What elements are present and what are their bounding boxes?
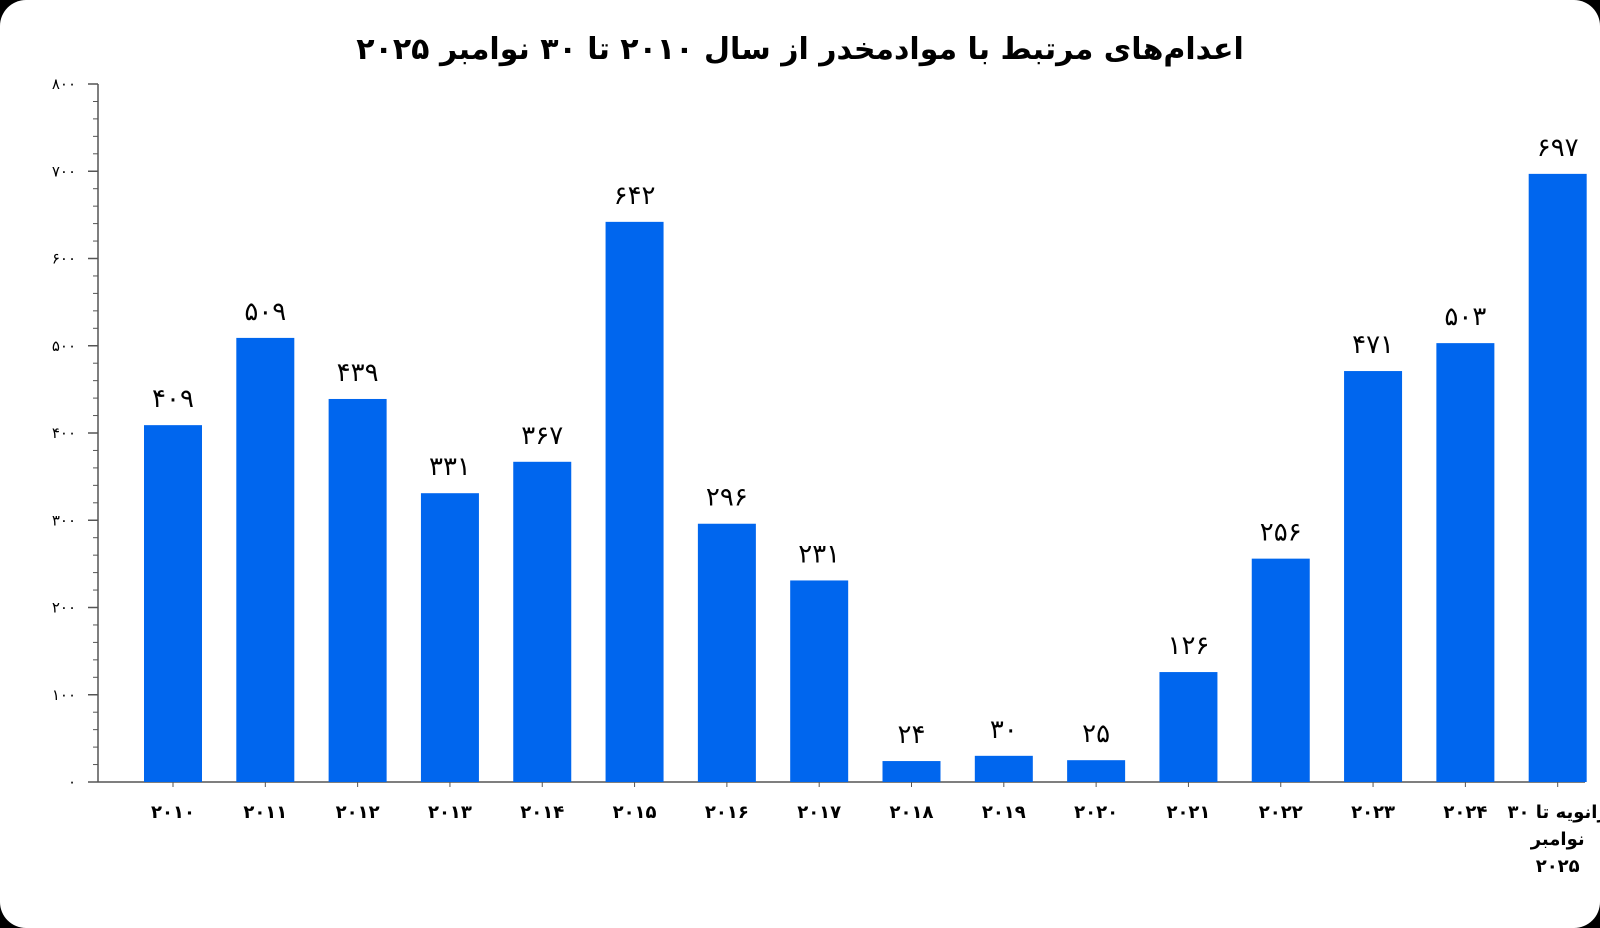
bar xyxy=(1159,672,1218,782)
x-tick-label: ۲۰۱۲ xyxy=(336,802,380,823)
bar xyxy=(1344,371,1403,782)
bar-value-label: ۵۰۹ xyxy=(244,297,286,327)
y-tick-label: ۲۰۰ xyxy=(52,599,76,617)
bar-value-label: ۱۲۶ xyxy=(1167,631,1209,661)
x-tick-label: ۲۰۱۶ xyxy=(705,802,749,823)
y-tick-label: ۸۰۰ xyxy=(52,75,76,93)
bar xyxy=(1067,760,1126,782)
bar-value-label: ۶۴۲ xyxy=(614,181,656,211)
y-tick-label: ۶۰۰ xyxy=(52,250,76,268)
bar xyxy=(974,755,1033,782)
bar-value-label: ۳۰ xyxy=(990,715,1018,745)
bar xyxy=(790,580,849,782)
bar xyxy=(328,398,387,782)
x-tick-label: ۲۰۱۰ xyxy=(151,802,195,823)
y-tick-label: ۱۰۰ xyxy=(52,686,76,704)
bar xyxy=(236,337,295,782)
bar-value-label: ۴۳۹ xyxy=(337,358,379,388)
bar-value-label: ۲۳۱ xyxy=(798,539,840,569)
y-tick-label: ۰ xyxy=(68,773,76,791)
y-tick-label: ۴۰۰ xyxy=(52,424,76,442)
y-tick-label: ۷۰۰ xyxy=(52,162,76,180)
x-tick-label: ۲۰۱۸ xyxy=(890,802,934,823)
bar xyxy=(144,425,202,782)
y-tick-label: ۵۰۰ xyxy=(52,337,76,355)
bar xyxy=(697,523,756,782)
x-tick-label: ۲۰۱۳ xyxy=(428,802,472,823)
x-tick-label: نوامبر xyxy=(1530,829,1585,850)
bar xyxy=(513,461,572,782)
bar-value-label: ۴۰۹ xyxy=(152,384,194,414)
bar xyxy=(1528,173,1587,782)
x-tick-label: ۲۰۱۷ xyxy=(797,802,841,823)
bar xyxy=(420,493,479,782)
x-tick-label: ۲۰۲۵ xyxy=(1536,856,1580,877)
chart-title: اعدام‌های مرتبط با موادمخدر از سال ۲۰۱۰ … xyxy=(356,32,1244,67)
bar-value-label: ۳۳۱ xyxy=(429,452,471,482)
x-tick-label: ۲۰۱۱ xyxy=(243,802,287,823)
bar xyxy=(1436,343,1495,782)
bar xyxy=(1251,558,1310,782)
x-tick-label: ۲۰۲۲ xyxy=(1259,802,1303,823)
bar-value-label: ۲۴ xyxy=(898,720,926,750)
x-tick-label: ۲۰۲۱ xyxy=(1166,802,1210,823)
bar-value-label: ۶۹۷ xyxy=(1537,133,1579,163)
bar-value-label: ۲۹۶ xyxy=(706,483,748,513)
x-tick-label: ۲۰۲۴ xyxy=(1443,802,1487,823)
bar-value-label: ۳۶۷ xyxy=(521,421,563,451)
bar-value-label: ۵۰۳ xyxy=(1444,302,1486,332)
x-tick-label: ۲۰۱۵ xyxy=(613,802,657,823)
bar xyxy=(605,221,664,783)
x-tick-label: ژانویه تا ۳۰ xyxy=(1508,802,1600,823)
bar-value-label: ۲۵۶ xyxy=(1260,518,1302,548)
bar-value-label: ۲۵ xyxy=(1082,719,1110,749)
x-tick-label: ۲۰۲۳ xyxy=(1351,802,1395,823)
y-tick-label: ۳۰۰ xyxy=(52,511,76,529)
x-tick-label: ۲۰۱۴ xyxy=(520,802,564,823)
x-tick-label: ۲۰۱۹ xyxy=(982,802,1026,823)
bar xyxy=(882,761,941,782)
x-tick-label: ۲۰۲۰ xyxy=(1074,802,1118,823)
bar-value-label: ۴۷۱ xyxy=(1352,330,1394,360)
